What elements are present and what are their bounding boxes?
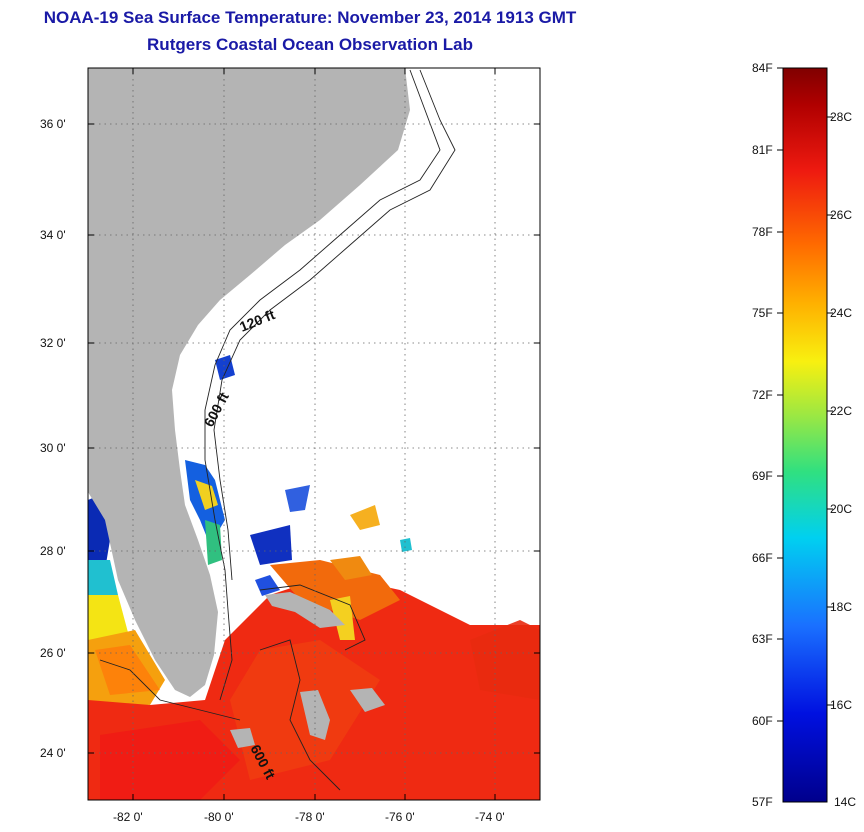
colorbar-c-label: 28C [830,110,853,124]
colorbar-f-label: 57F [752,795,773,809]
lat-tick-label: 30 0' [40,441,66,455]
colorbar-c-label: 16C [830,698,853,712]
land-mass [88,68,410,748]
colorbar [782,67,828,803]
lon-tick-label: -74 0' [475,810,505,824]
lon-tick-label: -80 0' [204,810,234,824]
colorbar-f-label: 63F [752,632,773,646]
lat-tick-label: 32 0' [40,336,66,350]
colorbar-c-label: 22C [830,404,853,418]
isobath-contours [99,69,456,791]
colorbar-f-label: 84F [752,61,773,75]
colorbar-f-label: 75F [752,306,773,320]
map-frame-ticks [88,68,540,800]
lat-tick-label: 28 0' [40,544,66,558]
colorbar-f-label: 66F [752,551,773,565]
colorbar-f-label: 72F [752,388,773,402]
map-title: NOAA-19 Sea Surface Temperature: Novembe… [43,8,577,27]
colorbar-f-label: 60F [752,714,773,728]
map-content [88,68,540,800]
lat-tick-label: 36 0' [40,117,66,131]
map-grid [88,68,540,800]
colorbar-c-label: 24C [830,306,853,320]
lat-tick-label: 34 0' [40,228,66,242]
colorbar-f-label: 81F [752,143,773,157]
sst-warm-water [88,556,540,800]
lat-tick-label: 24 0' [40,746,66,760]
lon-tick-label: -82 0' [113,810,143,824]
colorbar-f-label: 78F [752,225,773,239]
colorbar-c-label: 14C [834,795,857,809]
map-subtitle: Rutgers Coastal Ocean Observation Lab [147,35,473,54]
lat-tick-label: 26 0' [40,646,66,660]
lon-tick-label: -78 0' [295,810,325,824]
colorbar-f-label: 69F [752,469,773,483]
lon-tick-label: -76 0' [385,810,415,824]
map-frame [87,67,541,801]
colorbar-c-label: 18C [830,600,853,614]
colorbar-c-label: 26C [830,208,853,222]
colorbar-ticks [777,67,833,722]
colorbar-c-label: 20C [830,502,853,516]
